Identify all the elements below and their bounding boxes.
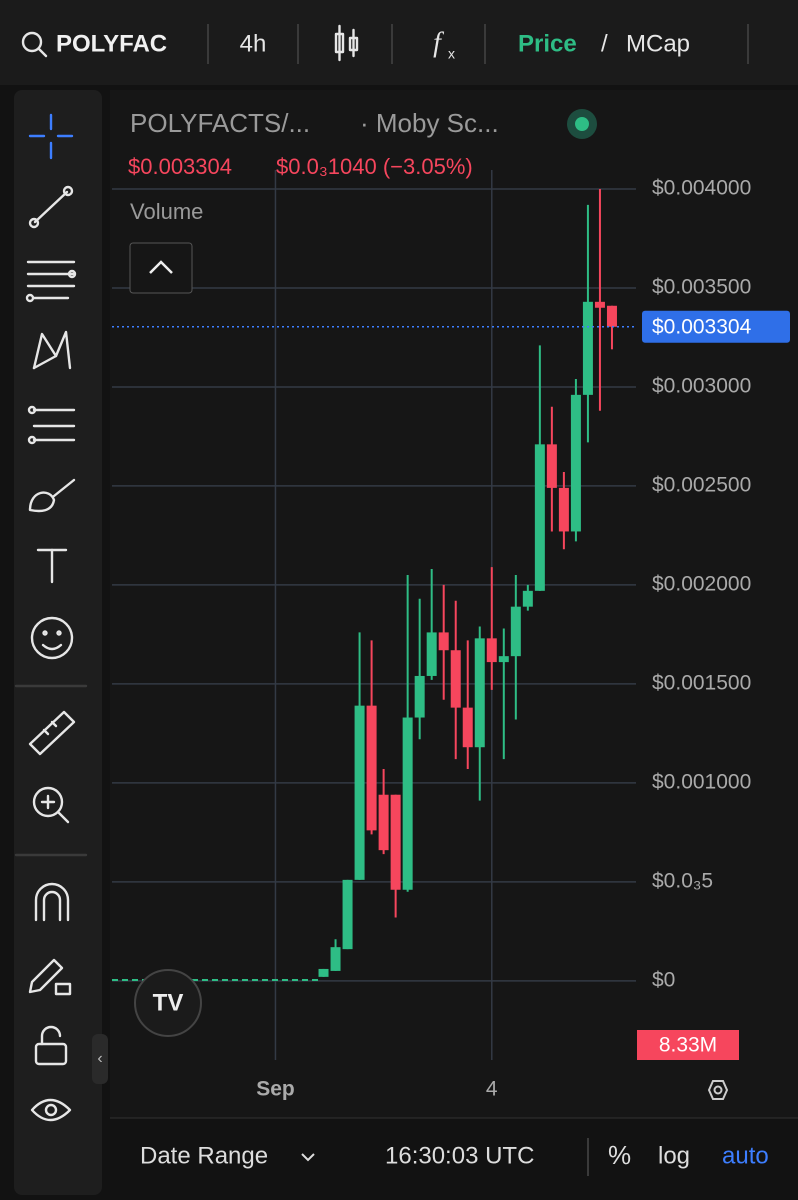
chevron [149,260,173,274]
candle-body [534,444,545,591]
collapse-arrow: ‹ [97,1050,102,1067]
mode-separator: / [601,30,608,57]
pattern-tool[interactable] [32,330,72,370]
y-tick-label: $0 [652,968,675,991]
candle-body [570,394,581,532]
candle-body [510,606,521,657]
emoji-tool[interactable] [30,616,74,660]
candle-body [486,638,497,663]
candle-body [558,487,569,532]
candle-body [594,301,605,308]
candle-body [402,717,413,890]
plot: $0.004000 $0.003500 $0.003000 $0.002500 $0.0… [112,170,790,1101]
prediction-tool[interactable] [27,405,76,445]
chart-panel [110,90,798,1118]
candle-body [606,305,617,327]
crosshair-tool[interactable] [28,113,74,160]
candle-body [462,707,473,748]
indicator-icon[interactable]: f [433,27,444,58]
time: 16:30:03 UTC [385,1142,534,1169]
percent[interactable]: % [608,1140,631,1170]
x-tick-label: 4 [486,1078,498,1101]
search-icon[interactable] [21,31,48,58]
y-tick-label: $0.003000 [652,374,751,397]
price: $0.003304 [128,154,232,179]
y-tick-label: $0.004000 [652,177,751,200]
candle-body [414,675,425,718]
y-tick-label: $0.003500 [652,276,751,299]
change: $0.0₃1040 (−3.05%) [276,154,473,179]
y-tick-label: $0.0₃5 [652,869,713,892]
candle-body [354,705,365,880]
interval[interactable]: 4h [240,30,267,57]
volume-value: 8.33M [659,1034,717,1057]
separators [207,24,749,64]
lock-drawing-tool[interactable] [28,958,72,996]
volume-badge [637,1030,739,1060]
mcap-mode[interactable]: MCap [626,30,690,57]
candle-body [318,968,329,977]
logo-mark: TV [153,989,184,1016]
candle-body [582,301,593,395]
auto[interactable]: auto [722,1142,769,1169]
magnet-tool[interactable] [34,882,70,922]
y-tick-label: $0.002000 [652,572,751,595]
collapse-button[interactable] [129,242,193,294]
settings-icon[interactable] [707,1080,729,1100]
candle-icon[interactable] [334,24,359,62]
candle-body [546,444,557,488]
top-bar [0,0,798,85]
fib-tool[interactable] [25,260,77,303]
candle-body [378,794,389,851]
date-range-arrow [301,1153,315,1162]
candle-body [330,947,341,971]
line-tool[interactable] [28,185,74,229]
candle-body [366,705,377,831]
candle-body [450,650,461,708]
indicator-icon-x: x [448,46,455,62]
candle-body [474,638,485,748]
candle-body [426,632,437,676]
logo[interactable] [134,969,202,1037]
y-tick-label: $0.001000 [652,770,751,793]
y-tick-label: $0.001500 [652,671,751,694]
x-tick-label: Sep [256,1078,295,1101]
candle-body [390,794,401,890]
candle-body [438,632,449,651]
last-price-badge [642,310,790,343]
settings-icon-center [713,1085,723,1095]
lock-tool[interactable] [34,1025,68,1066]
zoom-tool[interactable] [32,786,70,824]
last-price-label: $0.003304 [652,315,752,338]
hide-tool[interactable] [30,1098,72,1122]
log[interactable]: log [658,1142,690,1169]
price-mode[interactable]: Price [518,30,577,57]
brush-tool[interactable] [28,478,76,513]
collapse-handle[interactable] [92,1034,108,1084]
candle-body [522,590,533,607]
text-tool[interactable] [36,548,68,584]
candle-body [498,656,509,663]
volume-label: Volume [130,199,203,224]
symbol[interactable]: POLYFAC [56,30,167,57]
date-range[interactable]: Date Range [140,1142,268,1169]
tools [14,113,88,1122]
candle-body [342,879,353,950]
source: · Moby Sc... [360,108,499,138]
pair: POLYFACTS/... [130,108,310,138]
status-dot-inner [575,117,589,131]
y-tick-label: $0.002500 [652,473,751,496]
ruler-tool[interactable] [28,710,76,756]
